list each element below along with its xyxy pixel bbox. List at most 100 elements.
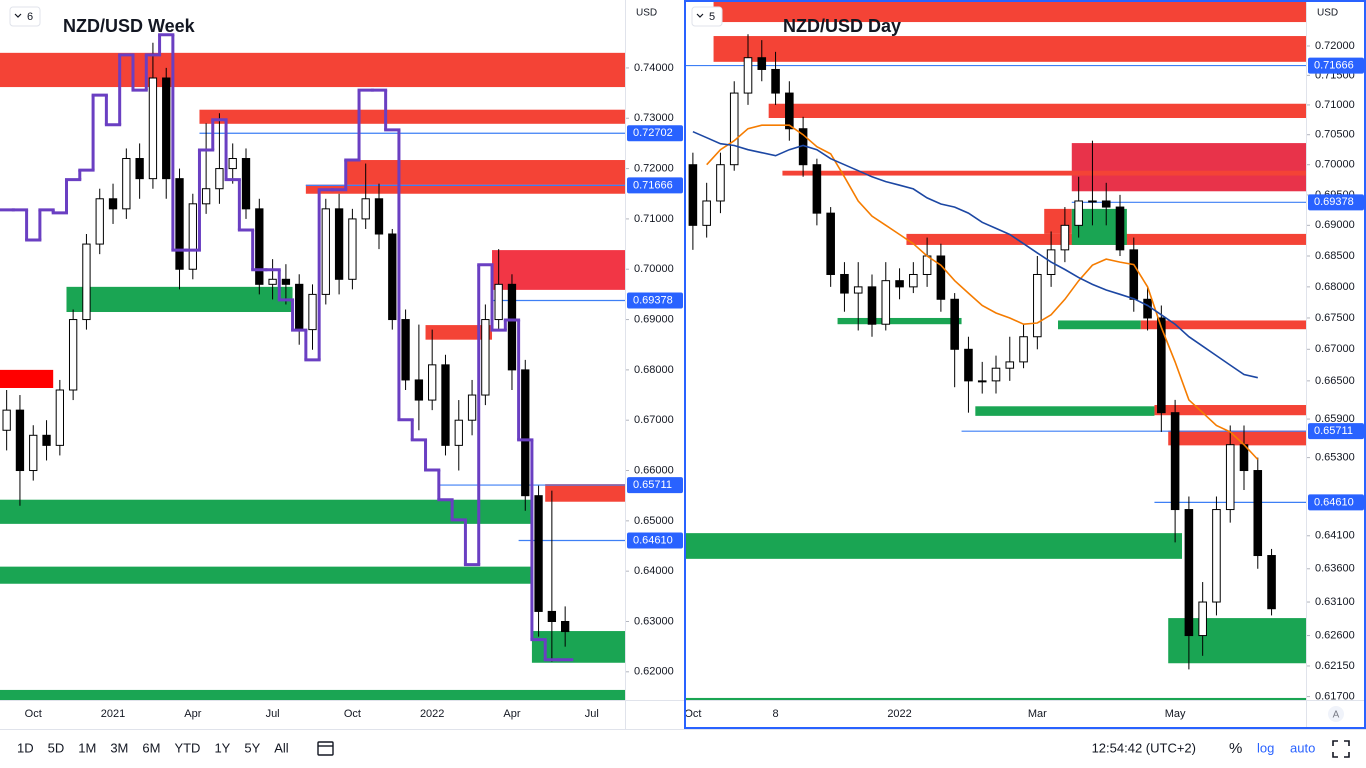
- y-tick-label: 0.71000: [634, 213, 674, 225]
- candle-body: [122, 158, 131, 210]
- candle-body: [428, 364, 437, 401]
- range-button[interactable]: 1D: [17, 740, 34, 755]
- zone: [1140, 320, 1306, 330]
- candle-body: [826, 212, 835, 275]
- candle-body: [321, 208, 330, 295]
- candle-body: [1267, 555, 1276, 610]
- candle-body: [909, 273, 918, 288]
- zone: [0, 689, 625, 700]
- zone: [713, 36, 1306, 62]
- candle-body: [1157, 317, 1166, 414]
- scale-button-bg[interactable]: [1328, 706, 1344, 722]
- candle-body: [1253, 470, 1263, 557]
- range-button[interactable]: 6M: [142, 740, 160, 755]
- candle-body: [812, 164, 822, 214]
- candle-body: [895, 280, 904, 288]
- active-pane-border: [684, 0, 1366, 729]
- scale-button[interactable]: A: [1333, 710, 1340, 721]
- y-tick-label: 0.63600: [1315, 563, 1355, 575]
- zone: [837, 317, 962, 325]
- currency-label[interactable]: USD: [1317, 8, 1338, 19]
- zone: [713, 0, 1306, 23]
- clock: 12:54:42 (UTC+2): [1092, 740, 1196, 755]
- auto-toggle[interactable]: auto: [1290, 740, 1315, 755]
- candle-body: [308, 293, 317, 331]
- candle-body: [936, 255, 946, 300]
- candle-body: [507, 283, 517, 371]
- range-button[interactable]: 5D: [48, 740, 65, 755]
- log-toggle[interactable]: log: [1257, 740, 1274, 755]
- candle-body: [255, 208, 264, 285]
- y-tick-label: 0.71000: [1315, 99, 1355, 111]
- zone: [1071, 143, 1306, 192]
- currency-label[interactable]: USD: [636, 8, 657, 19]
- y-tick-label: 0.64000: [634, 565, 674, 577]
- price-label: 0.64610: [633, 534, 673, 546]
- pane-button[interactable]: [691, 6, 723, 27]
- candle-body: [454, 419, 463, 446]
- candle-body: [716, 164, 725, 202]
- candle-body: [148, 77, 158, 180]
- candle-body: [388, 233, 397, 321]
- zone: [531, 631, 625, 663]
- range-button[interactable]: 1Y: [214, 740, 230, 755]
- chevron: [14, 13, 22, 18]
- zone: [686, 697, 1306, 700]
- candle-body: [964, 348, 973, 382]
- price-label-box: [627, 477, 683, 494]
- zone: [199, 109, 625, 124]
- x-tick-label: 8: [772, 708, 778, 720]
- y-tick-label: 0.66000: [634, 464, 674, 476]
- zone: [305, 184, 625, 194]
- candle-body: [743, 57, 753, 94]
- calendar-icon[interactable]: [317, 741, 334, 756]
- y-tick-label: 0.65300: [1315, 452, 1355, 464]
- y-tick-label: 0.62600: [1315, 629, 1355, 641]
- candle-body: [414, 379, 424, 401]
- price-label-box: [627, 532, 683, 549]
- y-tick-label: 0.67500: [1315, 312, 1355, 324]
- percent-toggle[interactable]: %: [1229, 740, 1242, 757]
- candle-body: [401, 319, 410, 381]
- candle-body: [702, 200, 711, 226]
- pane-button[interactable]: [9, 6, 41, 27]
- range-button[interactable]: 1M: [78, 740, 96, 755]
- zone: [686, 533, 1182, 559]
- candle-body: [547, 610, 557, 622]
- zone: [0, 499, 532, 524]
- zone: [492, 250, 625, 290]
- y-tick-label: 0.64100: [1315, 530, 1355, 542]
- y-tick-label: 0.70000: [1315, 159, 1355, 171]
- candle-body: [175, 178, 184, 270]
- y-tick-label: 0.68500: [1315, 250, 1355, 262]
- candle-body: [188, 203, 197, 270]
- candle-body: [1184, 509, 1194, 637]
- candle-body: [950, 298, 959, 350]
- chevron: [696, 13, 704, 18]
- zone: [345, 160, 625, 185]
- candle-body: [268, 278, 277, 285]
- price-label: 0.71666: [1314, 59, 1354, 71]
- range-button[interactable]: All: [274, 740, 289, 755]
- range-button[interactable]: YTD: [174, 740, 200, 755]
- candle-body: [42, 434, 51, 446]
- overlay: 0.74000 0.73000 0.72000 0.71000 0.70000 0.690…: [9, 6, 1364, 720]
- price-label: 0.65711: [633, 479, 672, 491]
- zone: [1154, 405, 1306, 416]
- range-button[interactable]: 5Y: [244, 740, 260, 755]
- zone: [545, 484, 625, 502]
- x-tick-label: Oct: [344, 708, 361, 720]
- price-label: 0.64610: [1314, 496, 1354, 508]
- y-tick-label: 0.61700: [1315, 690, 1355, 702]
- moving-average: [692, 130, 1258, 379]
- candle-body: [334, 208, 344, 280]
- price-label-box: [1308, 57, 1364, 74]
- y-tick-label: 0.66500: [1315, 375, 1355, 387]
- candle-body: [1143, 298, 1152, 319]
- fullscreen-icon[interactable]: [1332, 740, 1350, 758]
- range-button[interactable]: 3M: [110, 740, 128, 755]
- candle-body: [68, 319, 78, 391]
- zone: [66, 286, 293, 313]
- x-tick-label: 2022: [420, 708, 444, 720]
